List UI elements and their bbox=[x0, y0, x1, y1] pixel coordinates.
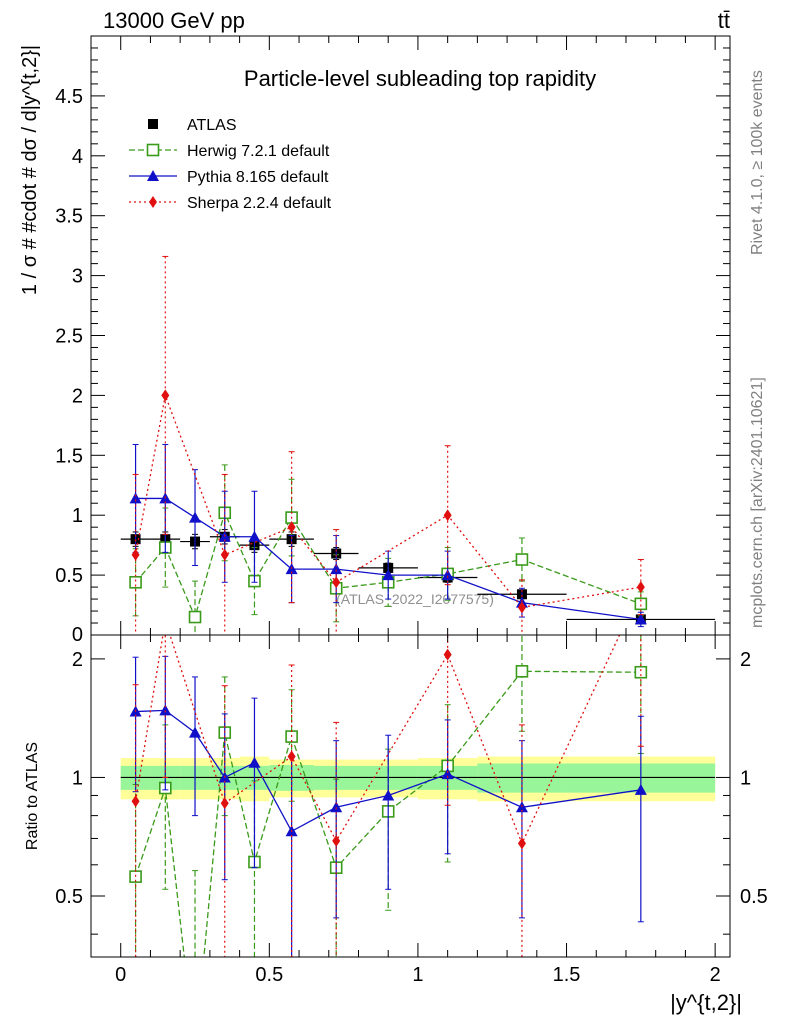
ratio-series-line bbox=[134, 670, 641, 957]
data-point bbox=[220, 548, 229, 561]
data-point bbox=[443, 509, 452, 522]
main-y-zero-label: 0 bbox=[72, 624, 83, 646]
ratio-y-axis-label: Ratio to ATLAS bbox=[24, 742, 41, 850]
series-line bbox=[134, 392, 641, 609]
main-y-tick-label: 4.5 bbox=[55, 86, 83, 108]
ratio-data-point bbox=[220, 797, 229, 810]
ratio-data-point bbox=[131, 795, 140, 808]
data-point bbox=[189, 511, 202, 523]
ratio-series-2 bbox=[131, 615, 644, 957]
ratio-data-point bbox=[330, 801, 343, 813]
main-y-tick-label: 4 bbox=[72, 146, 83, 168]
ratio-data-point bbox=[332, 834, 341, 847]
main-plot-area bbox=[120, 255, 716, 635]
legend-marker bbox=[148, 119, 158, 129]
data-point bbox=[330, 563, 343, 575]
rivet-version-label: Rivet 4.1.0, ≥ 100k events bbox=[749, 70, 766, 255]
data-point bbox=[287, 521, 296, 534]
data-point bbox=[188, 610, 202, 624]
ratio-data-point bbox=[517, 837, 526, 850]
ratio-data-point bbox=[189, 726, 202, 738]
data-point bbox=[129, 575, 142, 589]
series-line bbox=[135, 510, 642, 619]
legend-marker bbox=[149, 196, 157, 208]
data-point bbox=[517, 601, 526, 614]
ratio-data-point bbox=[382, 789, 395, 801]
main-y-tick-label: 3 bbox=[72, 266, 83, 288]
x-tick-label: 1 bbox=[412, 964, 423, 986]
x-tick-label: 2 bbox=[710, 964, 721, 986]
ratio-data-point bbox=[287, 750, 296, 763]
x-axis-label: |y^{t,2}| bbox=[670, 990, 742, 1015]
main-y-tick-label: 2.5 bbox=[55, 326, 83, 348]
mcplots-label: mcplots.cern.ch [arXiv:2401.10621] bbox=[749, 377, 766, 628]
ratio-y-tick-label-right: 0.5 bbox=[740, 886, 768, 908]
data-point bbox=[332, 576, 341, 589]
ratio-plot-area bbox=[120, 615, 716, 957]
data-point bbox=[248, 530, 261, 542]
ratio-y-tick-label-left: 1 bbox=[72, 767, 83, 789]
ratio-y-tick-label-left: 0.5 bbox=[55, 886, 83, 908]
x-tick-label: 0.5 bbox=[255, 964, 283, 986]
legend-label: Sherpa 2.2.4 default bbox=[187, 195, 332, 212]
plot-title: Particle-level subleading top rapidity bbox=[244, 66, 596, 91]
ratio-data-point bbox=[515, 665, 529, 678]
data-point bbox=[131, 548, 140, 561]
ratio-y-tick-label-left: 2 bbox=[72, 649, 83, 671]
ratio-data-point bbox=[161, 615, 169, 627]
legend-marker bbox=[146, 143, 160, 157]
main-y-axis-label: 1 / σ # #cdot # dσ / d|y^{t,2}| bbox=[19, 45, 41, 295]
legend: ATLAS Herwig 7.2.1 default Pythia 8.165 de… bbox=[129, 117, 332, 212]
data-point bbox=[129, 492, 142, 504]
ratio-data-point bbox=[441, 768, 454, 780]
process-label: tt̄ bbox=[718, 8, 730, 33]
ratio-y-tick-label-right: 2 bbox=[740, 649, 751, 671]
main-y-tick-label: 1.5 bbox=[55, 445, 83, 467]
main-y-tick-label: 1 bbox=[72, 505, 83, 527]
x-tick-label: 0 bbox=[115, 964, 126, 986]
x-tick-label: 1.5 bbox=[553, 964, 581, 986]
series-3 bbox=[131, 255, 645, 635]
data-point bbox=[634, 597, 648, 611]
ratio-data-point bbox=[634, 665, 648, 679]
legend-label: Herwig 7.2.1 default bbox=[187, 143, 330, 160]
legend-marker bbox=[147, 170, 159, 181]
analysis-watermark: (ATLAS_2022_I2077575) bbox=[336, 591, 494, 607]
legend-label: ATLAS bbox=[187, 117, 237, 134]
data-point bbox=[382, 569, 395, 581]
legend-label: Pythia 8.165 default bbox=[187, 169, 329, 186]
ratio-data-point bbox=[634, 783, 647, 795]
main-y-tick-label: 3.5 bbox=[55, 206, 83, 228]
ratio-frame bbox=[90, 634, 731, 958]
ratio-series-1 bbox=[129, 655, 647, 957]
data-point bbox=[634, 613, 647, 625]
series-0 bbox=[120, 529, 716, 625]
data-point bbox=[636, 581, 645, 594]
main-y-tick-label: 0.5 bbox=[55, 565, 83, 587]
main-y-tick-label: 2 bbox=[72, 385, 83, 407]
data-point bbox=[441, 569, 454, 581]
energy-label: 13000 GeV pp bbox=[103, 8, 245, 33]
ratio-data-point bbox=[443, 648, 452, 661]
main-y-ticks bbox=[91, 35, 730, 624]
ratio-data-point bbox=[159, 704, 172, 716]
ratio-panel: 0.5 0.5 1 1 2 2 0 0.5 1 1.5 2 Ratio to ATLAS |y^{t,2… bbox=[24, 615, 768, 1015]
ratio-data-point bbox=[248, 756, 261, 768]
data-point bbox=[515, 553, 529, 566]
data-point bbox=[161, 389, 170, 402]
main-panel: 0.5 1 1.5 2 2.5 3 3.5 4 4.5 0 Particle-level suble… bbox=[19, 35, 731, 646]
ratio-y-tick-label-right: 1 bbox=[740, 767, 751, 789]
